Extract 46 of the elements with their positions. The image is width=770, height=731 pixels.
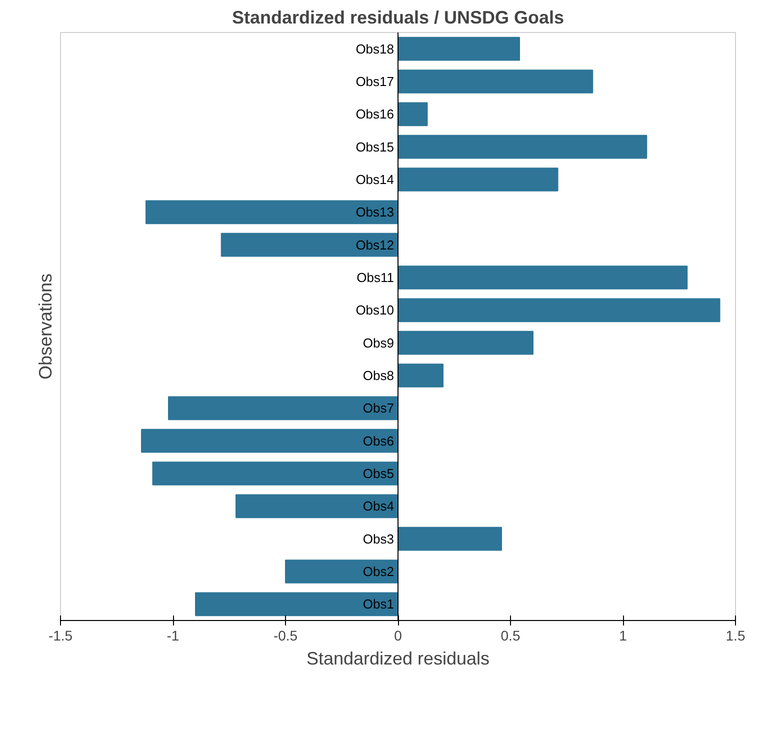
y-tick-label: Obs17 xyxy=(356,74,394,89)
x-tick-label: -1 xyxy=(166,628,180,644)
x-axis-title: Standardized residuals xyxy=(306,648,490,668)
y-tick-label: Obs10 xyxy=(356,302,394,318)
bar xyxy=(398,36,520,61)
y-tick-label: Obs11 xyxy=(356,270,394,285)
bar xyxy=(141,428,398,453)
x-tick-label: -0.5 xyxy=(273,628,298,644)
y-tick-label: Obs15 xyxy=(356,139,394,154)
y-tick-label: Obs5 xyxy=(362,466,394,481)
bar xyxy=(195,592,398,616)
y-tick-label: Obs2 xyxy=(362,564,394,579)
bar xyxy=(398,134,648,159)
x-tick-label: 1 xyxy=(619,628,628,644)
y-tick-label: Obs9 xyxy=(362,335,394,350)
y-tick-label: Obs18 xyxy=(356,41,394,56)
x-tick-label: -1.5 xyxy=(48,628,73,644)
y-tick-label: Obs8 xyxy=(362,368,394,383)
bar xyxy=(146,200,398,224)
y-tick-label: Obs6 xyxy=(362,433,394,448)
chart-title: Standardized residuals / UNSDG Goals xyxy=(232,8,564,28)
y-tick-label: Obs12 xyxy=(356,237,394,252)
bar xyxy=(398,168,558,192)
y-tick-label: Obs13 xyxy=(356,204,394,220)
bar xyxy=(398,298,720,322)
bar xyxy=(398,364,444,388)
bar xyxy=(285,560,398,584)
bar xyxy=(398,102,428,126)
x-tick-label: 1.5 xyxy=(726,628,746,644)
y-tick-label: Obs14 xyxy=(356,172,394,187)
bar xyxy=(398,330,534,355)
x-tick-label: 0 xyxy=(394,628,402,644)
y-axis-title: Observations xyxy=(36,273,56,380)
bar xyxy=(398,266,688,290)
y-tick-label: Obs4 xyxy=(362,498,394,514)
y-tick-label: Obs3 xyxy=(362,531,394,546)
bar xyxy=(398,70,594,94)
bar xyxy=(168,396,398,420)
x-tick-label: 0.5 xyxy=(500,628,520,644)
bar xyxy=(398,526,502,551)
bar xyxy=(236,494,398,518)
bar xyxy=(220,232,398,257)
bar xyxy=(152,462,398,486)
y-tick-label: Obs16 xyxy=(356,106,394,122)
y-tick-label: Obs7 xyxy=(362,400,394,416)
y-tick-label: Obs1 xyxy=(362,596,394,612)
